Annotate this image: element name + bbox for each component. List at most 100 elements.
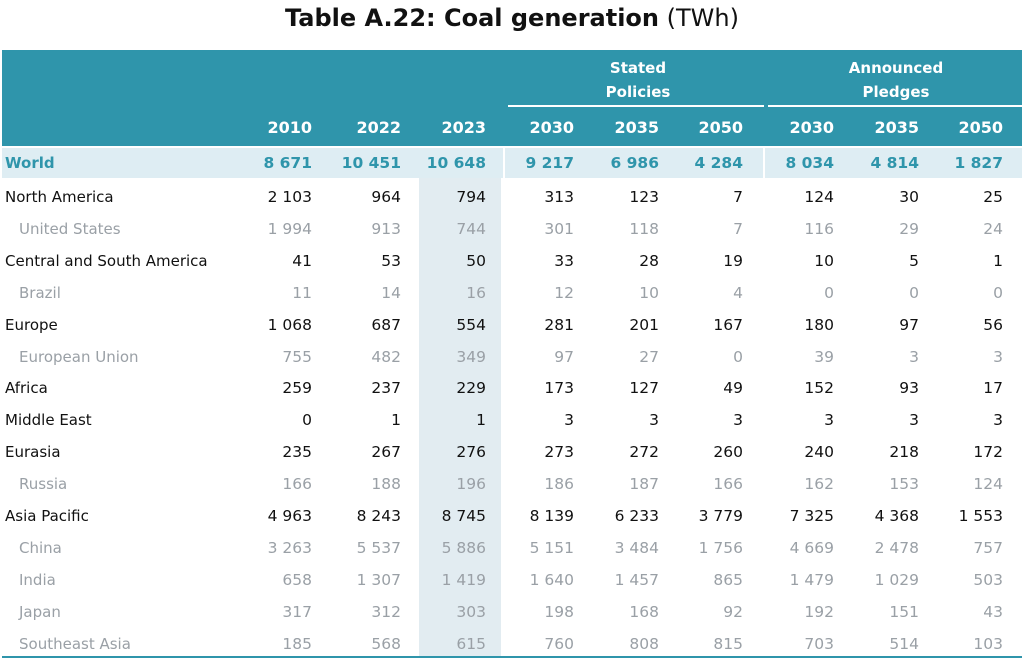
table-cell: 218 <box>889 443 919 461</box>
table-cell: 41 <box>292 252 312 270</box>
row-label: World <box>5 154 55 172</box>
table-cell: 0 <box>302 411 312 429</box>
table-cell: 196 <box>456 475 486 493</box>
table-cell: 8 243 <box>356 507 401 525</box>
row-label: China <box>19 539 62 557</box>
table-cell: 276 <box>456 443 486 461</box>
table-cell: 267 <box>371 443 401 461</box>
table-cell: 658 <box>282 571 312 589</box>
table-cell: 172 <box>973 443 1003 461</box>
year-header: 2050 <box>958 118 1003 137</box>
table-cell: 260 <box>713 443 743 461</box>
table-cell: 116 <box>804 220 834 238</box>
table-cell: 554 <box>456 316 486 334</box>
group-header-stated-policies: Stated Policies <box>605 59 671 101</box>
table-cell: 2 103 <box>267 188 312 206</box>
table-cell: 30 <box>899 188 919 206</box>
table-cell: 29 <box>899 220 919 238</box>
table-cell: 259 <box>282 379 312 397</box>
table-row: Middle East 0 1 1 3 3 3 3 3 3 <box>0 404 1024 436</box>
table-cell: 3 484 <box>614 539 659 557</box>
group-header-announced-pledges: Announced Pledges <box>848 59 944 101</box>
table-cell: 188 <box>371 475 401 493</box>
table-cell: 12 <box>554 284 574 302</box>
table-row: Japan 317 312 303 198 168 92 192 151 43 <box>0 596 1024 628</box>
table-cell: 3 779 <box>698 507 743 525</box>
table-cell: 185 <box>282 635 312 653</box>
table-cell: 229 <box>456 379 486 397</box>
row-label: India <box>19 571 56 589</box>
row-label: Southeast Asia <box>19 635 131 653</box>
table-cell: 50 <box>466 252 486 270</box>
table-cell: 14 <box>381 284 401 302</box>
table-cell: 186 <box>544 475 574 493</box>
year-header: 2050 <box>698 118 743 137</box>
table-cell: 201 <box>629 316 659 334</box>
table-title-unit: (TWh) <box>666 4 739 32</box>
table-cell: 8 671 <box>263 154 312 172</box>
table-cell: 3 <box>824 411 834 429</box>
table-cell: 56 <box>983 316 1003 334</box>
table-cell: 760 <box>544 635 574 653</box>
table-cell: 4 <box>733 284 743 302</box>
table-cell: 97 <box>554 348 574 366</box>
year-header: 2030 <box>529 118 574 137</box>
table-cell: 503 <box>973 571 1003 589</box>
table-cell: 317 <box>282 603 312 621</box>
table-row: Russia 166 188 196 186 187 166 162 153 124 <box>0 468 1024 500</box>
table-cell: 11 <box>292 284 312 302</box>
table-cell: 33 <box>554 252 574 270</box>
table-cell: 2 478 <box>874 539 919 557</box>
table-cell: 235 <box>282 443 312 461</box>
table-cell: 808 <box>629 635 659 653</box>
table-cell: 166 <box>713 475 743 493</box>
table-cell: 5 537 <box>356 539 401 557</box>
column-separator-announced <box>763 148 765 658</box>
table-cell: 19 <box>723 252 743 270</box>
table-cell: 123 <box>629 188 659 206</box>
row-label: Africa <box>5 379 48 397</box>
table-cell: 240 <box>804 443 834 461</box>
table-cell: 3 263 <box>267 539 312 557</box>
table-cell: 8 034 <box>785 154 834 172</box>
table-cell: 1 756 <box>698 539 743 557</box>
table-cell: 118 <box>629 220 659 238</box>
table-cell: 4 284 <box>694 154 743 172</box>
world-row-background <box>2 148 1022 178</box>
table-cell: 5 <box>909 252 919 270</box>
table-cell: 10 648 <box>426 154 486 172</box>
table-cell: 103 <box>973 635 1003 653</box>
table-row: World 8 671 10 451 10 648 9 217 6 986 4 284 8 0… <box>0 148 1024 178</box>
year-header: 2030 <box>789 118 834 137</box>
row-label: United States <box>19 220 121 238</box>
table-cell: 198 <box>544 603 574 621</box>
table-cell: 162 <box>804 475 834 493</box>
table-cell: 0 <box>733 348 743 366</box>
table-cell: 1 640 <box>529 571 574 589</box>
table-row: Asia Pacific 4 963 8 243 8 745 8 139 6 233 3 7… <box>0 500 1024 532</box>
table-cell: 514 <box>889 635 919 653</box>
table-cell: 25 <box>983 188 1003 206</box>
table-cell: 17 <box>983 379 1003 397</box>
row-label: North America <box>5 188 114 206</box>
table-cell: 1 827 <box>954 154 1003 172</box>
table-cell: 10 451 <box>341 154 401 172</box>
table-cell: 757 <box>973 539 1003 557</box>
group-underline-stated <box>508 105 764 107</box>
table-cell: 568 <box>371 635 401 653</box>
table-cell: 1 068 <box>267 316 312 334</box>
table-cell: 8 745 <box>441 507 486 525</box>
table-cell: 301 <box>544 220 574 238</box>
row-label: Middle East <box>5 411 92 429</box>
table-row: Brazil 11 14 16 12 10 4 0 0 0 <box>0 277 1024 309</box>
table-cell: 39 <box>814 348 834 366</box>
table-cell: 49 <box>723 379 743 397</box>
table-cell: 703 <box>804 635 834 653</box>
table-cell: 0 <box>824 284 834 302</box>
table-row: European Union 755 482 349 97 27 0 39 3 3 <box>0 341 1024 373</box>
table-cell: 964 <box>371 188 401 206</box>
table-cell: 1 479 <box>789 571 834 589</box>
table-cell: 0 <box>993 284 1003 302</box>
table-cell: 127 <box>629 379 659 397</box>
table-cell: 187 <box>629 475 659 493</box>
